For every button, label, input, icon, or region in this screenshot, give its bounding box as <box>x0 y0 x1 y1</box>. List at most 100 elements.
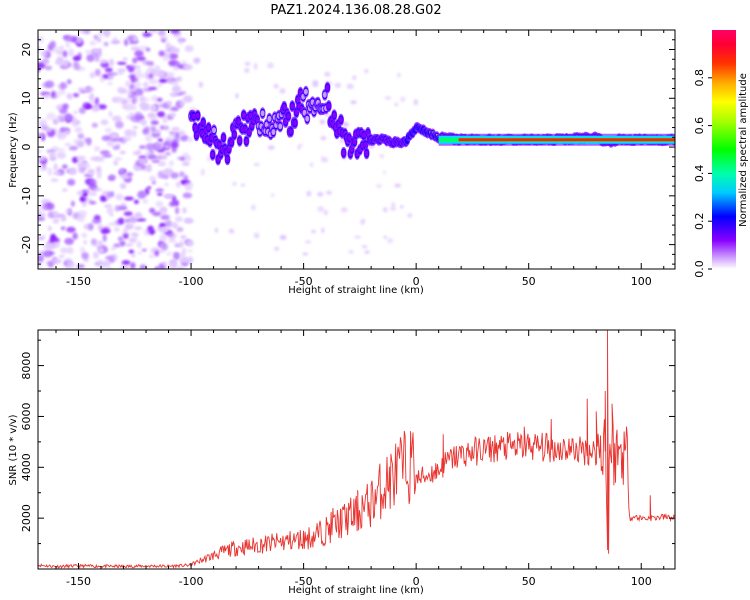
noise-blob <box>89 40 97 46</box>
noise-blob <box>64 143 72 147</box>
noise-blob <box>99 59 109 64</box>
noise-blob <box>78 107 86 114</box>
noise-blob <box>157 111 165 118</box>
noise-blob <box>173 66 179 71</box>
noise-blob <box>88 170 94 175</box>
noise-blob <box>64 237 74 245</box>
noise-blob <box>64 130 70 136</box>
noise-blob <box>145 47 151 52</box>
spectrogram-frame <box>37 29 676 270</box>
ridge-core <box>201 119 206 126</box>
noise-blob <box>126 172 134 177</box>
noise-blob <box>184 45 194 52</box>
noise-blob <box>311 229 316 234</box>
noise-blob <box>170 172 179 179</box>
noise-blob <box>99 75 105 83</box>
spectrogram-ylabel: Frequency (Hz) <box>8 112 19 188</box>
noise-blob <box>348 250 354 254</box>
noise-blob <box>176 265 185 269</box>
ridge-core <box>325 84 330 91</box>
spectrogram-xlabel: Height of straight line (km) <box>288 285 424 296</box>
noise-blob <box>187 256 194 264</box>
noise-blob <box>77 210 87 218</box>
noise-blob <box>47 127 52 133</box>
noise-blob <box>113 160 119 166</box>
ridge-core <box>232 131 237 138</box>
noise-blob <box>75 37 83 45</box>
noise-blob <box>101 135 112 141</box>
noise-blob <box>56 213 66 218</box>
noise-blob <box>98 240 103 247</box>
noise-blob <box>76 190 84 196</box>
noise-blob <box>58 89 66 95</box>
noise-blob <box>175 216 183 222</box>
noise-blob <box>350 100 357 105</box>
snr-line <box>38 330 675 569</box>
noise-blob <box>316 192 324 197</box>
noise-blob <box>40 50 48 57</box>
noise-blob <box>88 223 94 231</box>
noise-blob <box>109 58 114 67</box>
noise-blob <box>114 157 123 161</box>
colorbar-tick-label: 0.4 <box>693 165 706 183</box>
noise-blob <box>170 92 178 97</box>
noise-blob <box>47 226 52 231</box>
noise-blob <box>183 95 193 103</box>
noise-blob <box>128 249 135 254</box>
noise-blob <box>187 219 194 223</box>
noise-blob <box>66 246 74 255</box>
noise-blob <box>270 193 275 198</box>
noise-blob <box>47 167 53 176</box>
noise-blob <box>360 219 365 225</box>
noise-blob <box>85 87 95 92</box>
noise-blob <box>304 240 312 244</box>
noise-blob <box>181 60 187 65</box>
noise-blob <box>115 121 124 129</box>
noise-blob <box>81 252 89 260</box>
noise-blob <box>147 186 152 190</box>
noise-blob <box>130 262 136 269</box>
noise-blob <box>180 235 187 240</box>
noise-blob <box>60 226 66 231</box>
noise-blob <box>56 151 66 159</box>
noise-blob <box>149 175 157 182</box>
ridge-core <box>193 124 198 131</box>
noise-blob <box>58 45 64 50</box>
noise-blob <box>163 125 169 131</box>
noise-blob <box>136 56 146 61</box>
ridge-core <box>243 126 248 132</box>
noise-blob <box>180 157 185 161</box>
y-tick-label: 20 <box>20 43 33 57</box>
noise-blob <box>108 72 119 76</box>
noise-blob <box>143 32 153 37</box>
noise-blob <box>51 90 56 97</box>
noise-blob <box>94 68 101 77</box>
noise-blob <box>178 101 185 107</box>
ridge-core <box>305 115 310 122</box>
y-tick-label: 2000 <box>20 504 33 532</box>
noise-blob <box>106 140 115 147</box>
noise-blob <box>81 200 87 207</box>
noise-blob <box>103 204 113 208</box>
noise-blob <box>363 68 369 74</box>
noise-blob <box>179 171 185 178</box>
noise-blob <box>76 155 86 162</box>
ridge-core <box>361 132 366 139</box>
noise-blob <box>68 167 77 175</box>
noise-blob <box>93 146 101 152</box>
noise-blob <box>38 156 46 162</box>
noise-blob <box>123 211 133 216</box>
noise-blob <box>84 137 92 143</box>
noise-blob <box>77 52 82 59</box>
noise-blob <box>149 104 157 112</box>
noise-blob <box>181 257 190 263</box>
noise-blob <box>122 57 128 61</box>
noise-blob <box>130 46 141 51</box>
noise-blob <box>159 226 169 234</box>
noise-blob <box>164 182 170 187</box>
noise-blob <box>119 240 126 247</box>
noise-blob <box>309 162 314 168</box>
noise-blob <box>84 30 91 35</box>
noise-blob <box>160 214 170 221</box>
noise-blob <box>152 143 162 151</box>
